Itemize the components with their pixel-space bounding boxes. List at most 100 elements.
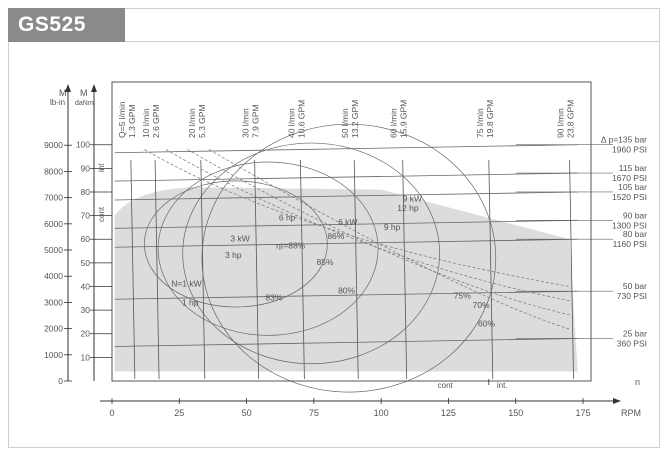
x-tick-label: 25 [174,408,184,418]
title-rule [125,41,660,42]
flow-lpm-label: 60 l/min [389,108,399,138]
pressure-line [114,219,578,229]
power-curve [144,149,570,287]
pressure-bar-label: 25 bar [623,328,647,338]
y-unit-left-sub: lb-in [50,98,65,107]
flow-gpm-label: 10.6 GPM [296,100,306,138]
y-tick-label-danm: 100 [76,140,90,150]
flow-lpm-label: 50 l/min [340,108,350,138]
speed-axis-n: n [635,377,640,387]
x-axis-label: RPM [621,408,641,418]
y-tick-label-lbin: 4000 [44,271,63,281]
flow-lpm-label: 90 l/min [556,108,566,138]
pressure-line [114,238,578,248]
pressure-psi-label: 1670 PSI [612,173,647,183]
pressure-psi-label: 360 PSI [617,338,647,348]
y-tick-label-danm: 90 [81,163,91,173]
pressure-bar-label: 115 bar [619,163,647,173]
flow-line [488,159,494,380]
pressure-psi-label: 1300 PSI [612,220,647,230]
chart-annotation: 86% [327,231,344,241]
y-tick-label-danm: 80 [81,187,91,197]
flow-line [300,159,305,380]
flow-line [569,159,574,380]
continuous-area [114,187,578,372]
pressure-line [114,144,578,154]
chart-annotation: ηt=88% [276,241,306,251]
y-axis-arrow [65,84,71,92]
chart-annotation: 9 hp [384,222,401,232]
model-title-tab: GS525 [8,8,125,42]
zone-int-label: int [97,163,106,172]
flow-line [130,159,136,380]
y-tick-label-lbin: 1000 [44,350,63,360]
flow-line [154,159,160,380]
flow-line [353,159,359,380]
y-tick-label-danm: 50 [81,258,91,268]
chart-annotation: 75% [454,290,471,300]
chart-annotation: 70% [473,300,490,310]
flow-gpm-label: 7.9 GPM [251,104,261,138]
flow-lpm-label: 20 l/min [187,108,197,138]
chart-frame [8,8,660,448]
chart-annotation: N=1 kW [171,278,201,288]
y-unit-right-sub: daNm [75,100,94,107]
chart-annotation: 80% [338,286,355,296]
y-tick-label-lbin: 8000 [44,166,63,176]
y-tick-label-lbin: 0 [58,376,63,386]
pressure-line [114,290,578,300]
pressure-bar-label: 105 bar [618,182,647,192]
efficiency-contour [201,123,497,393]
chart-annotation: 9 kW [403,193,422,203]
pressure-psi-label: 1160 PSI [613,239,647,249]
efficiency-contour [157,161,379,336]
flow-lpm-label: 30 l/min [241,108,251,138]
y-tick-label-danm: 20 [81,329,91,339]
flow-gpm-label: 23.8 GPM [566,100,576,138]
chart-annotation: 83% [265,293,282,303]
x-tick-label: 50 [242,408,252,418]
chart-annotation: 85% [317,257,334,267]
y-tick-label-lbin: 3000 [44,297,63,307]
y-unit-left: M [59,88,67,98]
x-tick-label: 150 [508,408,523,418]
flow-lpm-label: Q=5 l/min [117,101,127,138]
efficiency-contour [143,180,328,308]
chart-annotation: 12 hp [397,203,419,213]
pressure-psi-label: 1520 PSI [612,192,647,202]
y-tick-label-danm: 10 [81,352,91,362]
y-tick-label-lbin: 6000 [44,219,63,229]
power-curve [208,149,570,330]
y-tick-label-lbin: 7000 [44,193,63,203]
flow-lpm-label: 10 l/min [141,108,151,138]
power-curve [165,149,570,302]
speed-int-label: int. [497,381,508,390]
chart-annotation: 6 kW [338,217,357,227]
chart-annotation: 3 hp [225,250,242,260]
y-tick-label-lbin: 5000 [44,245,63,255]
flow-lpm-label: 40 l/min [286,108,296,138]
flow-gpm-label: 2.6 GPM [151,104,161,138]
x-tick-label: 75 [309,408,319,418]
efficiency-contour [182,142,440,365]
pressure-line [114,338,578,347]
pressure-psi-label: 730 PSI [617,291,647,301]
y-tick-label-danm: 40 [81,281,91,291]
pressure-psi-label: 1960 PSI [612,145,647,155]
zone-cont-label: cont [97,206,106,222]
y-unit-right: M [80,88,88,98]
power-curve [187,149,570,316]
flow-lpm-label: 75 l/min [475,108,485,138]
speed-cont-label: cont [438,381,454,390]
flow-line [402,159,408,380]
flow-gpm-label: 19.8 GPM [485,100,495,138]
y-tick-label-lbin: 9000 [44,140,63,150]
x-tick-label: 175 [575,408,590,418]
y-tick-label-danm: 30 [81,305,91,315]
x-axis-arrow [613,398,621,404]
x-tick-label: 0 [109,408,114,418]
pressure-line [114,172,578,182]
flow-gpm-label: 15.9 GPM [399,100,409,138]
chart-annotation: 6 hp [279,212,296,222]
